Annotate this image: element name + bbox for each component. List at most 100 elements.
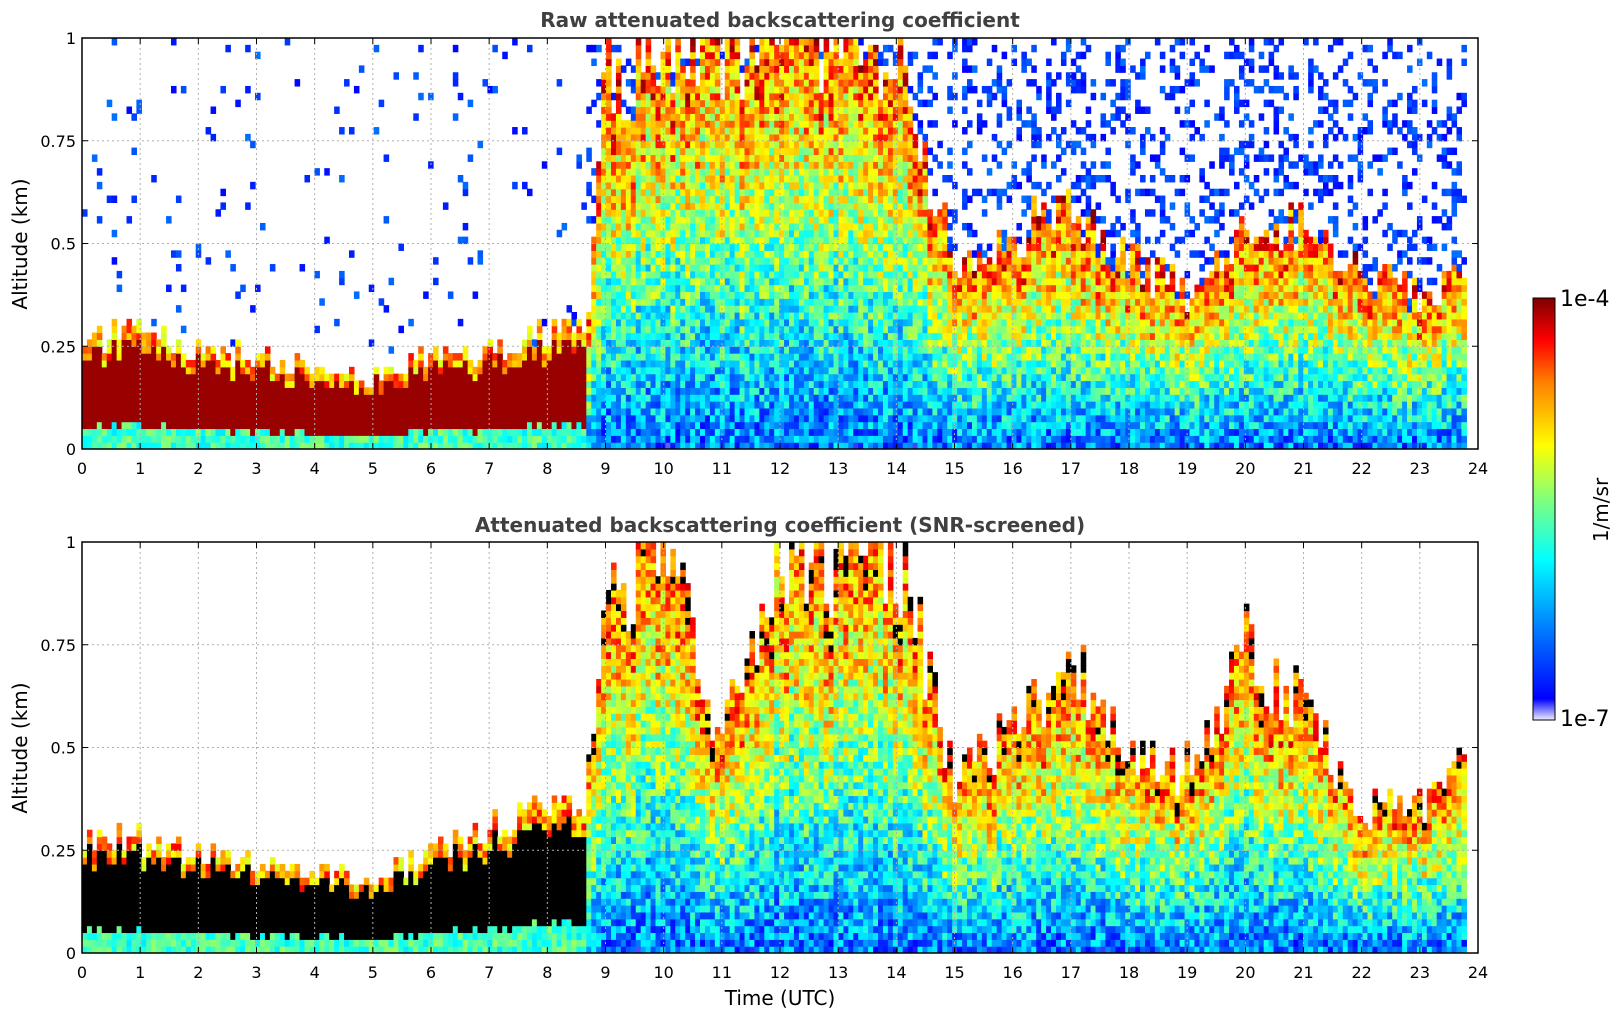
- heatmap-column: [586, 44, 592, 449]
- heatmap-cell: [126, 435, 133, 443]
- heatmap-cell: [289, 380, 296, 388]
- heatmap-cell: [383, 401, 390, 409]
- heatmap-cell: [729, 229, 736, 238]
- heatmap-cell: [764, 243, 770, 251]
- heatmap-cell: [531, 339, 538, 347]
- heatmap-cell: [843, 44, 849, 53]
- heatmap-cell: [680, 106, 686, 114]
- heatmap-cell: [334, 421, 340, 430]
- heatmap-cell: [131, 394, 137, 402]
- heatmap-cell: [161, 353, 167, 361]
- heatmap-cell: [670, 373, 676, 382]
- heatmap-cell: [660, 236, 667, 245]
- heatmap-cell: [779, 236, 785, 245]
- heatmap-cell: [126, 339, 133, 347]
- heatmap-cell: [793, 435, 800, 443]
- heatmap-cell: [606, 353, 612, 361]
- heatmap-column: [151, 175, 157, 449]
- heatmap-cell: [789, 325, 795, 334]
- heatmap-cell: [640, 284, 647, 293]
- heatmap-cell: [428, 353, 434, 361]
- heatmap-cell: [255, 353, 261, 361]
- heatmap-cell: [784, 195, 790, 203]
- heatmap-cell: [803, 44, 810, 53]
- heatmap-cell: [259, 359, 266, 368]
- heatmap-cell: [828, 195, 835, 203]
- heatmap-cell: [586, 373, 592, 382]
- heatmap-cell: [680, 161, 686, 169]
- heatmap-cell: [487, 394, 493, 402]
- heatmap-cell: [793, 51, 800, 60]
- heatmap-cell: [803, 51, 810, 60]
- heatmap-cell: [116, 387, 123, 395]
- heatmap-cell: [823, 332, 830, 340]
- heatmap-cell: [255, 401, 261, 409]
- heatmap-cell: [161, 401, 167, 409]
- heatmap-cell: [695, 414, 701, 423]
- heatmap-cell: [161, 421, 167, 430]
- heatmap-cell: [522, 435, 528, 443]
- heatmap-cell: [517, 421, 523, 430]
- heatmap-cell: [645, 270, 652, 279]
- heatmap-cell: [823, 195, 830, 203]
- heatmap-cell: [714, 188, 721, 197]
- heatmap-cell: [729, 58, 736, 66]
- heatmap-cell: [858, 133, 864, 142]
- heatmap-cell: [650, 209, 657, 217]
- heatmap-cell: [700, 277, 706, 286]
- heatmap-cell: [452, 421, 459, 430]
- heatmap-cell: [526, 339, 533, 347]
- heatmap-cell: [556, 380, 563, 388]
- heatmap-cell: [675, 168, 681, 176]
- heatmap-cell: [606, 79, 612, 87]
- heatmap-cell: [640, 236, 647, 245]
- heatmap-column: [418, 44, 424, 449]
- heatmap-cell: [259, 401, 266, 409]
- heatmap-cell: [808, 195, 815, 203]
- heatmap-cell: [650, 216, 657, 224]
- heatmap-cell: [793, 58, 800, 66]
- heatmap-cell: [531, 435, 538, 443]
- heatmap-cell: [620, 181, 627, 190]
- heatmap-cell: [373, 366, 380, 375]
- heatmap-cell: [269, 373, 276, 382]
- heatmap-cell: [754, 346, 760, 354]
- heatmap-cell: [586, 359, 592, 368]
- heatmap-cell: [789, 209, 795, 217]
- heatmap-cell: [512, 421, 518, 430]
- heatmap-cell: [408, 366, 414, 375]
- heatmap-cell: [858, 168, 864, 176]
- heatmap-cell: [650, 428, 657, 436]
- heatmap-cell: [818, 387, 825, 395]
- heatmap-cell: [255, 380, 261, 388]
- heatmap-cell: [462, 346, 469, 354]
- heatmap-cell: [635, 291, 642, 299]
- heatmap-column: [309, 373, 315, 449]
- heatmap-cell: [131, 401, 137, 409]
- heatmap-cell: [482, 407, 489, 416]
- heatmap-cell: [838, 195, 844, 203]
- heatmap-cell: [695, 92, 701, 101]
- heatmap-cell: [452, 359, 459, 368]
- heatmap-cell: [250, 380, 256, 388]
- heatmap-cell: [704, 222, 711, 231]
- heatmap-cell: [116, 366, 123, 375]
- heatmap-cell: [398, 442, 404, 449]
- heatmap-cell: [853, 277, 859, 286]
- heatmap-cell: [665, 127, 671, 135]
- heatmap-cell: [719, 401, 726, 409]
- heatmap-cell: [225, 407, 231, 416]
- heatmap-cell: [171, 373, 177, 382]
- heatmap-cell: [759, 51, 765, 60]
- heatmap-cell: [734, 51, 741, 60]
- heatmap-cell: [843, 181, 849, 190]
- heatmap-cell: [858, 229, 864, 238]
- heatmap-cell: [398, 387, 404, 395]
- heatmap-cell: [739, 222, 746, 231]
- heatmap-cell: [571, 353, 578, 361]
- heatmap-cell: [818, 298, 825, 306]
- heatmap-cell: [754, 305, 760, 313]
- heatmap-cell: [611, 291, 617, 299]
- heatmap-cell: [700, 353, 706, 361]
- heatmap-cell: [131, 366, 137, 375]
